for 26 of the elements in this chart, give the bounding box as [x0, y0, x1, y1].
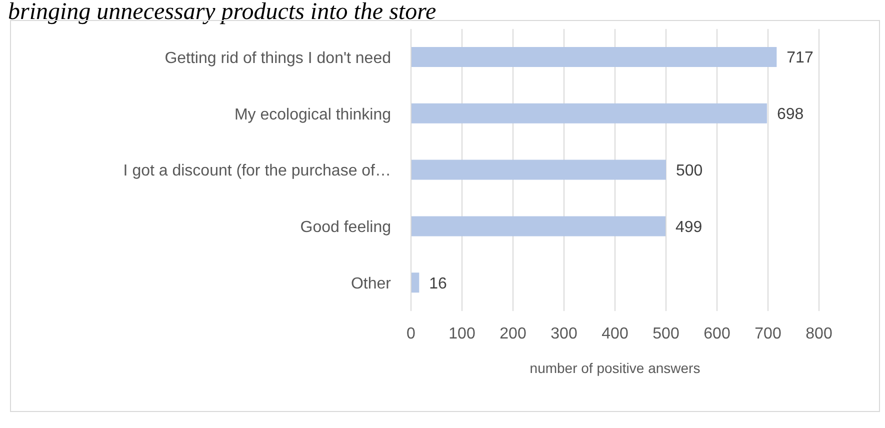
x-axis-title: number of positive answers [530, 360, 700, 376]
y-tick-label: Good feeling [300, 219, 391, 236]
x-tick-label: 300 [550, 325, 578, 342]
y-tick-label: Getting rid of things I don't need [164, 50, 391, 67]
bar [411, 216, 666, 236]
x-tick-label: 500 [652, 325, 680, 342]
x-tick-label: 700 [754, 325, 782, 342]
data-label: 717 [786, 50, 814, 67]
data-label: 698 [776, 106, 804, 124]
bar [411, 103, 767, 124]
data-label: 16 [429, 275, 448, 292]
bar [411, 272, 420, 293]
y-tick-label: Other [350, 275, 392, 292]
x-tick-label: 400 [602, 325, 628, 342]
y-tick-label: My ecological thinking [234, 106, 391, 124]
y-tick-label: I got a discount (for the purchase of… [123, 162, 391, 180]
data-label: 500 [676, 162, 703, 180]
x-tick-label: 0 [406, 325, 416, 342]
data-label: 499 [675, 218, 702, 236]
x-tick-label: 200 [500, 325, 526, 342]
x-tick-label: 800 [806, 325, 832, 342]
x-tick-label: 600 [704, 325, 730, 342]
bar [411, 160, 666, 180]
bar [411, 47, 777, 67]
x-tick-label: 100 [448, 325, 476, 342]
chart-title: bringing unnecessary products into the store [8, 0, 438, 25]
